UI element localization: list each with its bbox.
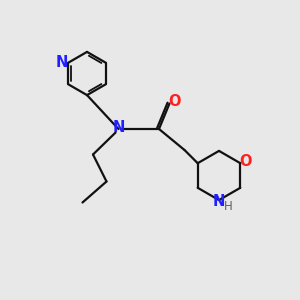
- Text: O: O: [239, 154, 252, 169]
- Text: N: N: [56, 55, 68, 70]
- Text: H: H: [224, 200, 232, 213]
- Text: N: N: [212, 194, 225, 209]
- Text: O: O: [169, 94, 181, 110]
- Text: N: N: [112, 120, 125, 135]
